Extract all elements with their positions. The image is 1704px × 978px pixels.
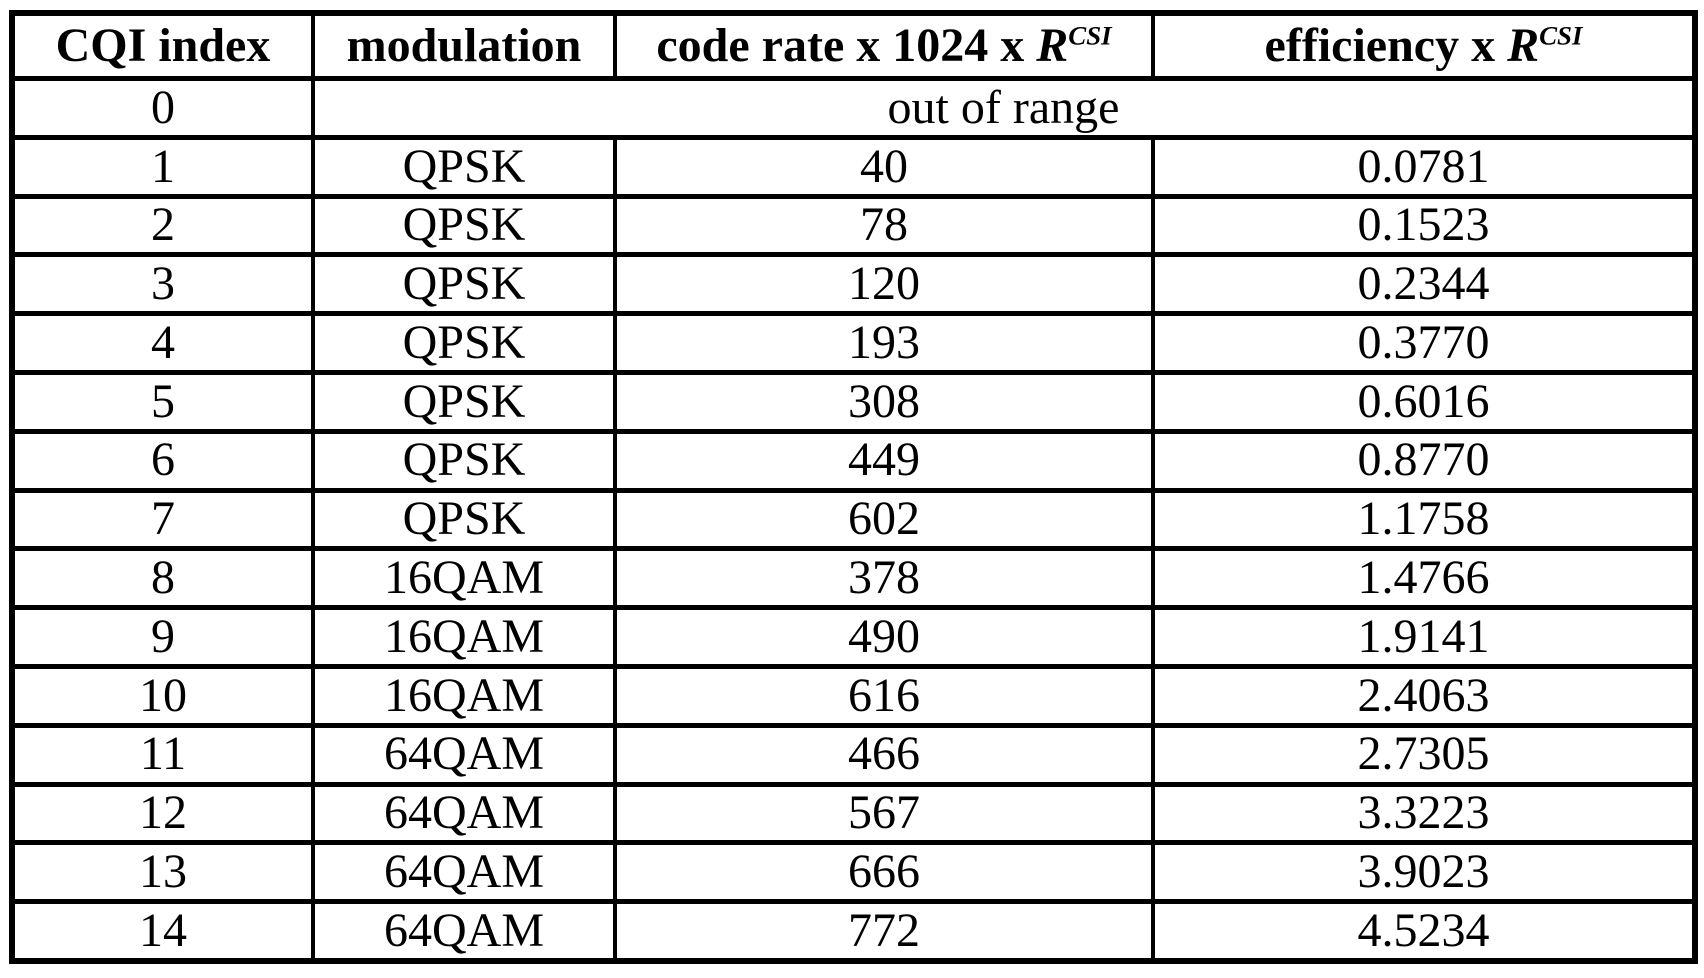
table-row: 7 QPSK 602 1.1758 <box>10 487 1697 552</box>
cell-modulation: QPSK <box>311 487 617 552</box>
header-efficiency: efficiency x RCSI <box>1151 10 1697 81</box>
cell-code-rate: 120 <box>613 252 1155 317</box>
table-row: 3 QPSK 120 0.2344 <box>10 252 1697 317</box>
cell-cqi-index: 11 <box>10 722 315 787</box>
table-row: 5 QPSK 308 0.6016 <box>10 369 1697 434</box>
cell-code-rate: 378 <box>613 546 1155 611</box>
r-superscript-csi: CSI <box>1068 20 1112 51</box>
cell-efficiency: 0.3770 <box>1151 311 1697 375</box>
header-cqi-index: CQI index <box>10 10 315 81</box>
cell-modulation: 16QAM <box>311 546 617 611</box>
cell-cqi-index-0: 0 <box>10 76 315 140</box>
cell-cqi-index: 1 <box>10 134 315 199</box>
cqi-table: CQI index modulation code rate x 1024 x … <box>9 10 1698 964</box>
cell-code-rate: 193 <box>613 311 1155 375</box>
cell-cqi-index: 2 <box>10 193 315 258</box>
header-efficiency-text: efficiency x <box>1264 18 1508 72</box>
cell-modulation: QPSK <box>311 428 617 493</box>
cell-cqi-index: 14 <box>10 899 315 964</box>
header-code-rate-text: code rate x 1024 x <box>656 18 1037 72</box>
cell-code-rate: 602 <box>613 487 1155 552</box>
cell-cqi-index: 12 <box>10 781 315 846</box>
table-row: 11 64QAM 466 2.7305 <box>10 722 1697 787</box>
cell-code-rate: 40 <box>613 134 1155 199</box>
cell-code-rate: 567 <box>613 781 1155 846</box>
cell-code-rate: 490 <box>613 605 1155 669</box>
cell-efficiency: 1.9141 <box>1151 605 1697 669</box>
cell-code-rate: 616 <box>613 663 1155 728</box>
cell-modulation: QPSK <box>311 311 617 375</box>
cell-efficiency: 0.0781 <box>1151 134 1697 199</box>
cell-efficiency: 4.5234 <box>1151 899 1697 964</box>
cell-efficiency: 1.4766 <box>1151 546 1697 611</box>
table-row: 1 QPSK 40 0.0781 <box>10 134 1697 199</box>
cell-out-of-range: out of range <box>311 76 1697 140</box>
cell-cqi-index: 10 <box>10 663 315 728</box>
cell-code-rate: 449 <box>613 428 1155 493</box>
cell-code-rate: 466 <box>613 722 1155 787</box>
table-body: 0 out of range 1 QPSK 40 0.0781 2 QPSK 7… <box>10 76 1697 964</box>
cell-cqi-index: 4 <box>10 311 315 375</box>
cell-efficiency: 3.3223 <box>1151 781 1697 846</box>
cell-modulation: 16QAM <box>311 605 617 669</box>
table-row: 6 QPSK 449 0.8770 <box>10 428 1697 493</box>
table-row: 13 64QAM 666 3.9023 <box>10 840 1697 905</box>
out-of-range-row: 0 out of range <box>10 76 1697 140</box>
cell-cqi-index: 5 <box>10 369 315 434</box>
cell-cqi-index: 9 <box>10 605 315 669</box>
cell-cqi-index: 6 <box>10 428 315 493</box>
cell-efficiency: 1.1758 <box>1151 487 1697 552</box>
cell-cqi-index: 3 <box>10 252 315 317</box>
cell-modulation: QPSK <box>311 369 617 434</box>
cell-efficiency: 0.2344 <box>1151 252 1697 317</box>
cell-code-rate: 308 <box>613 369 1155 434</box>
cell-modulation: 64QAM <box>311 781 617 846</box>
header-code-rate: code rate x 1024 x RCSI <box>613 10 1155 81</box>
table-row: 14 64QAM 772 4.5234 <box>10 899 1697 964</box>
cell-code-rate: 666 <box>613 840 1155 905</box>
cell-cqi-index: 7 <box>10 487 315 552</box>
cell-cqi-index: 8 <box>10 546 315 611</box>
r-superscript-csi: CSI <box>1539 20 1583 51</box>
cell-modulation: QPSK <box>311 252 617 317</box>
r-symbol: R <box>1036 18 1069 72</box>
table-row: 12 64QAM 567 3.3223 <box>10 781 1697 846</box>
cell-modulation: 64QAM <box>311 840 617 905</box>
cell-efficiency: 3.9023 <box>1151 840 1697 905</box>
cell-efficiency: 0.8770 <box>1151 428 1697 493</box>
r-symbol: R <box>1507 18 1540 72</box>
table-header-row: CQI index modulation code rate x 1024 x … <box>10 10 1697 81</box>
cell-efficiency: 0.1523 <box>1151 193 1697 258</box>
cell-cqi-index: 13 <box>10 840 315 905</box>
cell-efficiency: 2.4063 <box>1151 663 1697 728</box>
cell-efficiency: 0.6016 <box>1151 369 1697 434</box>
table-row: 9 16QAM 490 1.9141 <box>10 605 1697 669</box>
cell-modulation: 16QAM <box>311 663 617 728</box>
cell-modulation: 64QAM <box>311 899 617 964</box>
table-row: 8 16QAM 378 1.4766 <box>10 546 1697 611</box>
table-row: 4 QPSK 193 0.3770 <box>10 311 1697 375</box>
cell-code-rate: 772 <box>613 899 1155 964</box>
table-row: 10 16QAM 616 2.4063 <box>10 663 1697 728</box>
cell-modulation: QPSK <box>311 193 617 258</box>
cell-code-rate: 78 <box>613 193 1155 258</box>
table-row: 2 QPSK 78 0.1523 <box>10 193 1697 258</box>
cell-modulation: QPSK <box>311 134 617 199</box>
cell-efficiency: 2.7305 <box>1151 722 1697 787</box>
cell-modulation: 64QAM <box>311 722 617 787</box>
header-modulation: modulation <box>311 10 617 81</box>
